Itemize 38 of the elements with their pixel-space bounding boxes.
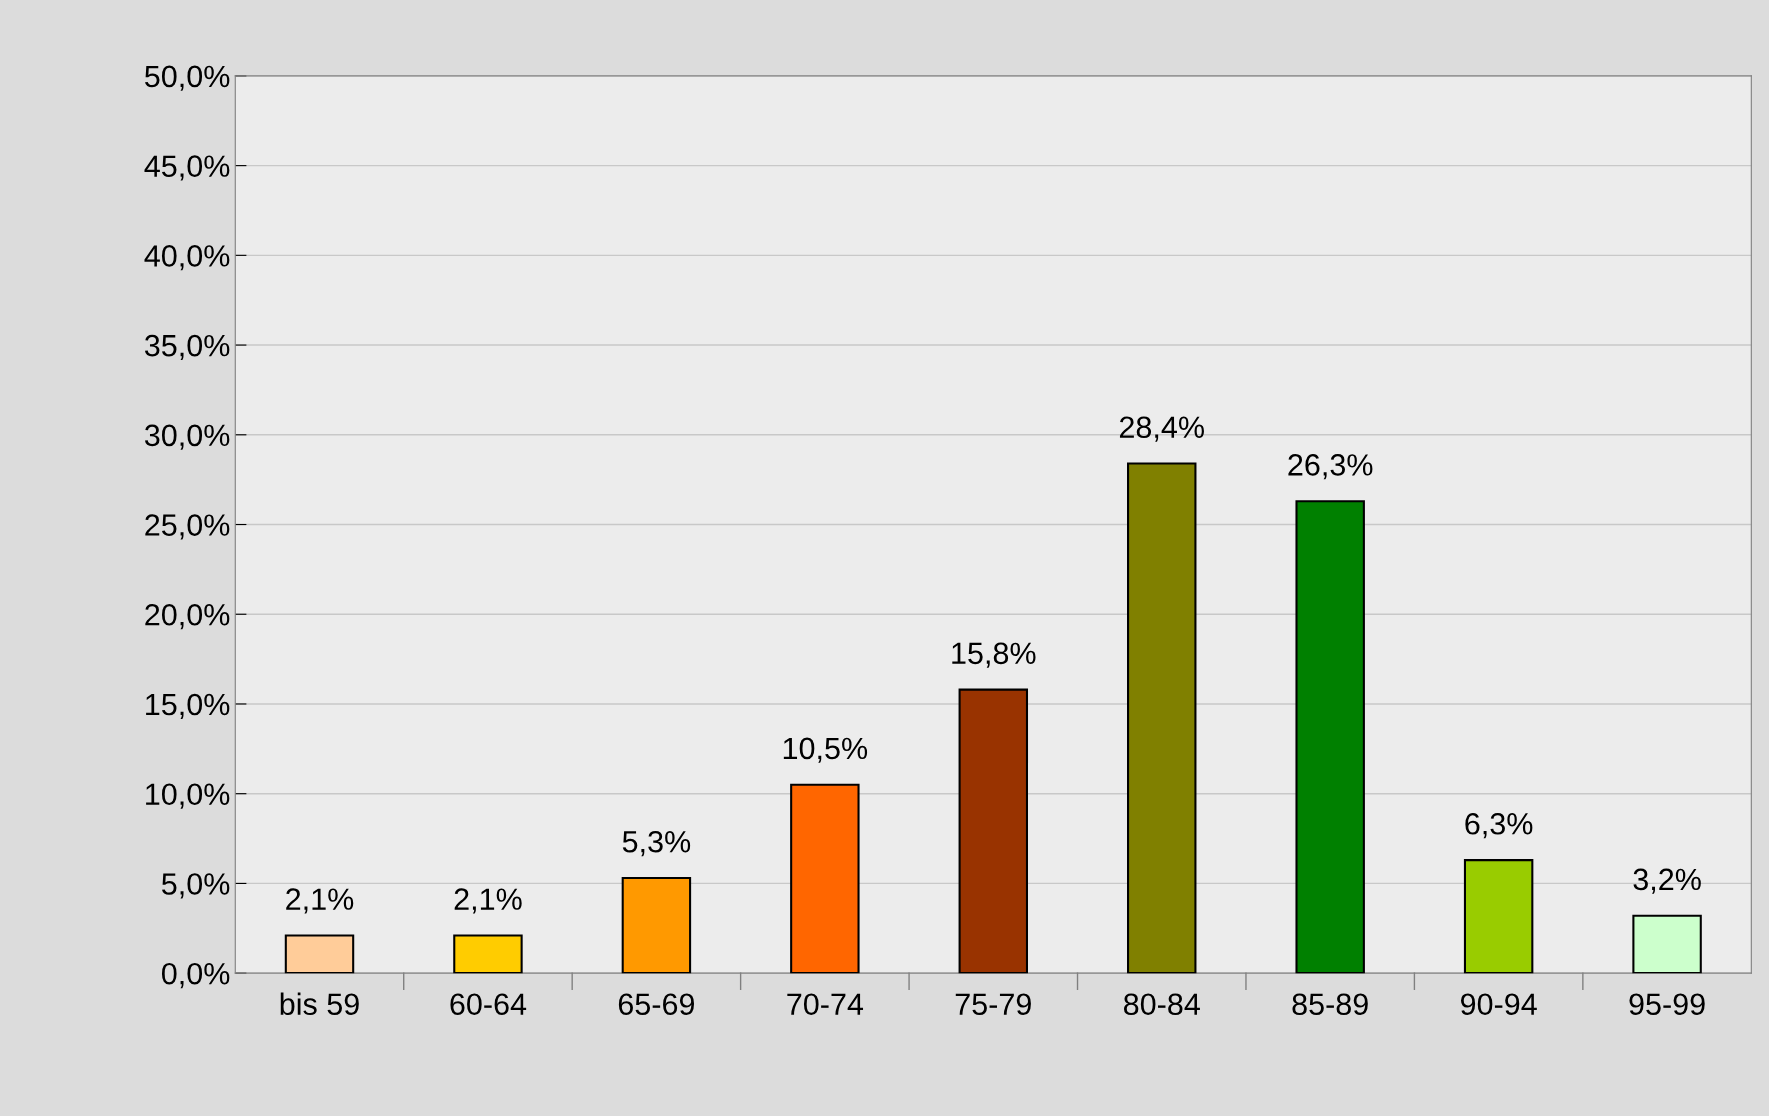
x-tick-label: 70-74 [787, 993, 864, 1016]
bar [1295, 500, 1365, 974]
data-label: 10,5% [783, 737, 868, 763]
data-label: 26,3% [1288, 454, 1373, 480]
y-tick-label: 30,0% [144, 424, 230, 450]
y-tick-label: 50,0% [145, 65, 230, 91]
data-label: 2,1% [286, 888, 354, 914]
bar [1632, 914, 1702, 974]
y-tick-label: 45,0% [144, 155, 230, 181]
bar [1127, 462, 1197, 974]
bar [453, 934, 523, 974]
y-tick-label: 10,0% [146, 783, 230, 809]
data-label: 2,1% [454, 888, 522, 914]
data-label: 15,8% [952, 642, 1036, 668]
y-tick-label: 15,0% [146, 693, 230, 719]
x-tick-label: 80-84 [1124, 993, 1200, 1016]
bar [621, 877, 692, 974]
x-tick-label: bis 59 [280, 992, 359, 1016]
y-tick-label: 25,0% [145, 514, 230, 540]
y-tick-label: 5,0% [162, 873, 230, 899]
y-tick-label: 40,0% [144, 245, 230, 271]
x-tick-label: 75-79 [955, 993, 1031, 1016]
bar [958, 688, 1029, 974]
x-tick-label: 65-69 [618, 993, 695, 1016]
y-tick-label: 20,0% [145, 603, 230, 630]
y-tick-label: 0,0% [161, 962, 230, 989]
data-label: 28,4% [1119, 416, 1204, 442]
bar [284, 934, 355, 974]
y-tick-label: 35,0% [144, 334, 230, 361]
data-label: 3,2% [1633, 868, 1701, 894]
x-tick-label: 60-64 [450, 993, 527, 1016]
bar [790, 783, 860, 974]
bar [1463, 859, 1534, 974]
x-tick-label: 90-94 [1461, 993, 1537, 1016]
x-tick-label: 95-99 [1629, 993, 1705, 1016]
x-tick-label: 85-89 [1292, 993, 1368, 1016]
data-label: 6,3% [1465, 812, 1533, 839]
data-label: 5,3% [622, 830, 691, 857]
